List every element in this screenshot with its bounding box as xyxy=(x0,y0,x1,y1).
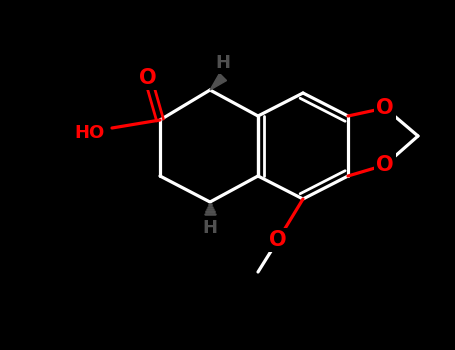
Text: O: O xyxy=(376,98,394,118)
Text: H: H xyxy=(202,219,217,237)
Polygon shape xyxy=(210,74,227,90)
Text: O: O xyxy=(139,68,157,88)
Text: O: O xyxy=(269,230,287,250)
Text: O: O xyxy=(376,155,394,175)
Text: H: H xyxy=(216,54,231,72)
Text: HO: HO xyxy=(75,124,105,142)
